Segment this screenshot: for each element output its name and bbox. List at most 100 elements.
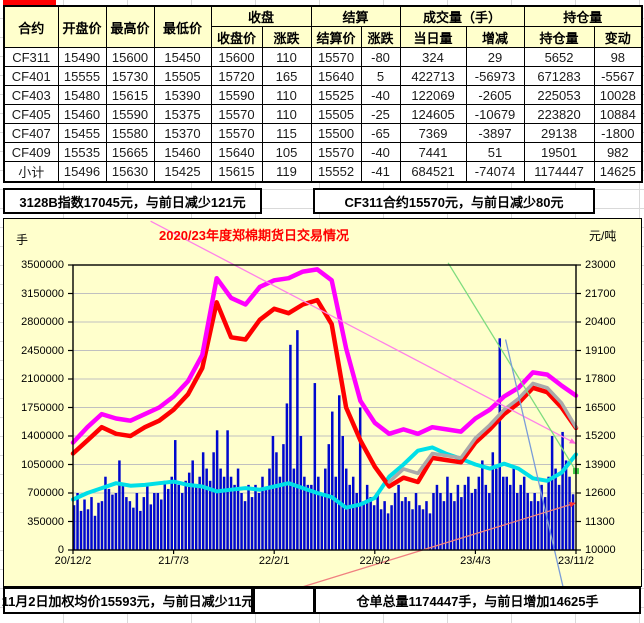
- col-header-settle-price[interactable]: 结算价: [310, 26, 362, 48]
- value-cell[interactable]: 15580: [105, 123, 155, 143]
- value-cell[interactable]: -3897: [465, 123, 525, 143]
- value-cell[interactable]: 15665: [105, 142, 155, 162]
- value-cell[interactable]: 15730: [105, 66, 155, 86]
- value-cell[interactable]: 15455: [57, 123, 107, 143]
- value-cell[interactable]: 15535: [57, 142, 107, 162]
- value-cell[interactable]: 15640: [310, 66, 362, 86]
- value-cell[interactable]: 15525: [310, 85, 362, 105]
- value-cell[interactable]: 15570: [210, 104, 263, 124]
- value-cell[interactable]: 15600: [105, 47, 155, 67]
- col-header-oi-change[interactable]: 变动: [593, 26, 643, 48]
- value-cell[interactable]: -74074: [465, 161, 525, 183]
- value-cell[interactable]: 15640: [210, 142, 263, 162]
- value-cell[interactable]: 15570: [310, 47, 362, 67]
- cf311-summary-box[interactable]: CF311合约15570元，与前日减少80元: [313, 188, 595, 214]
- value-cell[interactable]: 19501: [523, 142, 595, 162]
- value-cell[interactable]: 15505: [310, 104, 362, 124]
- col-header-low[interactable]: 最低价: [153, 5, 212, 48]
- value-cell[interactable]: 105: [261, 142, 312, 162]
- value-cell[interactable]: 15460: [153, 142, 212, 162]
- value-cell[interactable]: 422713: [399, 66, 467, 86]
- value-cell[interactable]: 15370: [153, 123, 212, 143]
- value-cell[interactable]: 14625: [593, 161, 643, 183]
- value-cell[interactable]: -80: [360, 47, 401, 67]
- weighted-avg-summary-box[interactable]: 11月2日加权均价15593元，与前日减少11元: [2, 587, 254, 614]
- value-cell[interactable]: -2605: [465, 85, 525, 105]
- value-cell[interactable]: 15590: [105, 104, 155, 124]
- value-cell[interactable]: 7441: [399, 142, 467, 162]
- value-cell[interactable]: 225053: [523, 85, 595, 105]
- value-cell[interactable]: 10884: [593, 104, 643, 124]
- value-cell[interactable]: 15450: [153, 47, 212, 67]
- col-header-open[interactable]: 开盘价: [57, 5, 107, 48]
- group-header-close[interactable]: 收盘: [210, 5, 312, 27]
- empty-box[interactable]: [253, 587, 315, 614]
- col-header-day-volume[interactable]: 当日量: [399, 26, 467, 48]
- value-cell[interactable]: 15555: [57, 66, 107, 86]
- value-cell[interactable]: 110: [261, 47, 312, 67]
- value-cell[interactable]: 982: [593, 142, 643, 162]
- value-cell[interactable]: 110: [261, 104, 312, 124]
- value-cell[interactable]: 15570: [310, 142, 362, 162]
- contract-cell[interactable]: CF403: [3, 85, 59, 105]
- value-cell[interactable]: -65: [360, 123, 401, 143]
- value-cell[interactable]: 15460: [57, 104, 107, 124]
- value-cell[interactable]: 15490: [57, 47, 107, 67]
- value-cell[interactable]: 684521: [399, 161, 467, 183]
- index-summary-box[interactable]: 3128B指数17045元，与前日减少121元: [3, 188, 262, 214]
- col-header-close-change[interactable]: 涨跌: [261, 26, 312, 48]
- value-cell[interactable]: -25: [360, 104, 401, 124]
- value-cell[interactable]: 15552: [310, 161, 362, 183]
- contract-cell[interactable]: CF407: [3, 123, 59, 143]
- value-cell[interactable]: 124605: [399, 104, 467, 124]
- value-cell[interactable]: 15600: [210, 47, 263, 67]
- value-cell[interactable]: 165: [261, 66, 312, 86]
- value-cell[interactable]: 119: [261, 161, 312, 183]
- value-cell[interactable]: -41: [360, 161, 401, 183]
- value-cell[interactable]: -40: [360, 142, 401, 162]
- value-cell[interactable]: 15390: [153, 85, 212, 105]
- value-cell[interactable]: 15720: [210, 66, 263, 86]
- value-cell[interactable]: 15496: [57, 161, 107, 183]
- col-header-high[interactable]: 最高价: [105, 5, 155, 48]
- col-header-oi[interactable]: 持仓量: [523, 26, 595, 48]
- contract-cell[interactable]: CF409: [3, 142, 59, 162]
- value-cell[interactable]: 15630: [105, 161, 155, 183]
- value-cell[interactable]: 15590: [210, 85, 263, 105]
- value-cell[interactable]: 671283: [523, 66, 595, 86]
- value-cell[interactable]: 51: [465, 142, 525, 162]
- value-cell[interactable]: 1174447: [523, 161, 595, 183]
- col-header-contract[interactable]: 合约: [3, 5, 59, 48]
- value-cell[interactable]: -56973: [465, 66, 525, 86]
- contract-cell[interactable]: 小计: [3, 161, 59, 183]
- contract-cell[interactable]: CF401: [3, 66, 59, 86]
- value-cell[interactable]: 5: [360, 66, 401, 86]
- value-cell[interactable]: 5652: [523, 47, 595, 67]
- col-header-close-price[interactable]: 收盘价: [210, 26, 263, 48]
- value-cell[interactable]: 15615: [105, 85, 155, 105]
- futures-daily-chart[interactable]: 2020/23年度郑棉期货日交易情况 手 元/吨 0 350000 700000 10…: [3, 218, 642, 587]
- value-cell[interactable]: -40: [360, 85, 401, 105]
- value-cell[interactable]: -1800: [593, 123, 643, 143]
- contract-cell[interactable]: CF405: [3, 104, 59, 124]
- group-header-settle[interactable]: 结算: [310, 5, 401, 27]
- group-header-open-interest[interactable]: 持仓量: [523, 5, 643, 27]
- value-cell[interactable]: -10679: [465, 104, 525, 124]
- value-cell[interactable]: 15480: [57, 85, 107, 105]
- value-cell[interactable]: 15375: [153, 104, 212, 124]
- value-cell[interactable]: 15505: [153, 66, 212, 86]
- value-cell[interactable]: 98: [593, 47, 643, 67]
- value-cell[interactable]: 29: [465, 47, 525, 67]
- value-cell[interactable]: 324: [399, 47, 467, 67]
- value-cell[interactable]: -5567: [593, 66, 643, 86]
- value-cell[interactable]: 29138: [523, 123, 595, 143]
- value-cell[interactable]: 7369: [399, 123, 467, 143]
- value-cell[interactable]: 115: [261, 123, 312, 143]
- value-cell[interactable]: 122069: [399, 85, 467, 105]
- warehouse-receipt-summary-box[interactable]: 仓单总量1174447手，与前日增加14625手: [314, 587, 641, 614]
- value-cell[interactable]: 15615: [210, 161, 263, 183]
- value-cell[interactable]: 10028: [593, 85, 643, 105]
- value-cell[interactable]: 15570: [210, 123, 263, 143]
- group-header-volume[interactable]: 成交量（手）: [399, 5, 525, 27]
- value-cell[interactable]: 15425: [153, 161, 212, 183]
